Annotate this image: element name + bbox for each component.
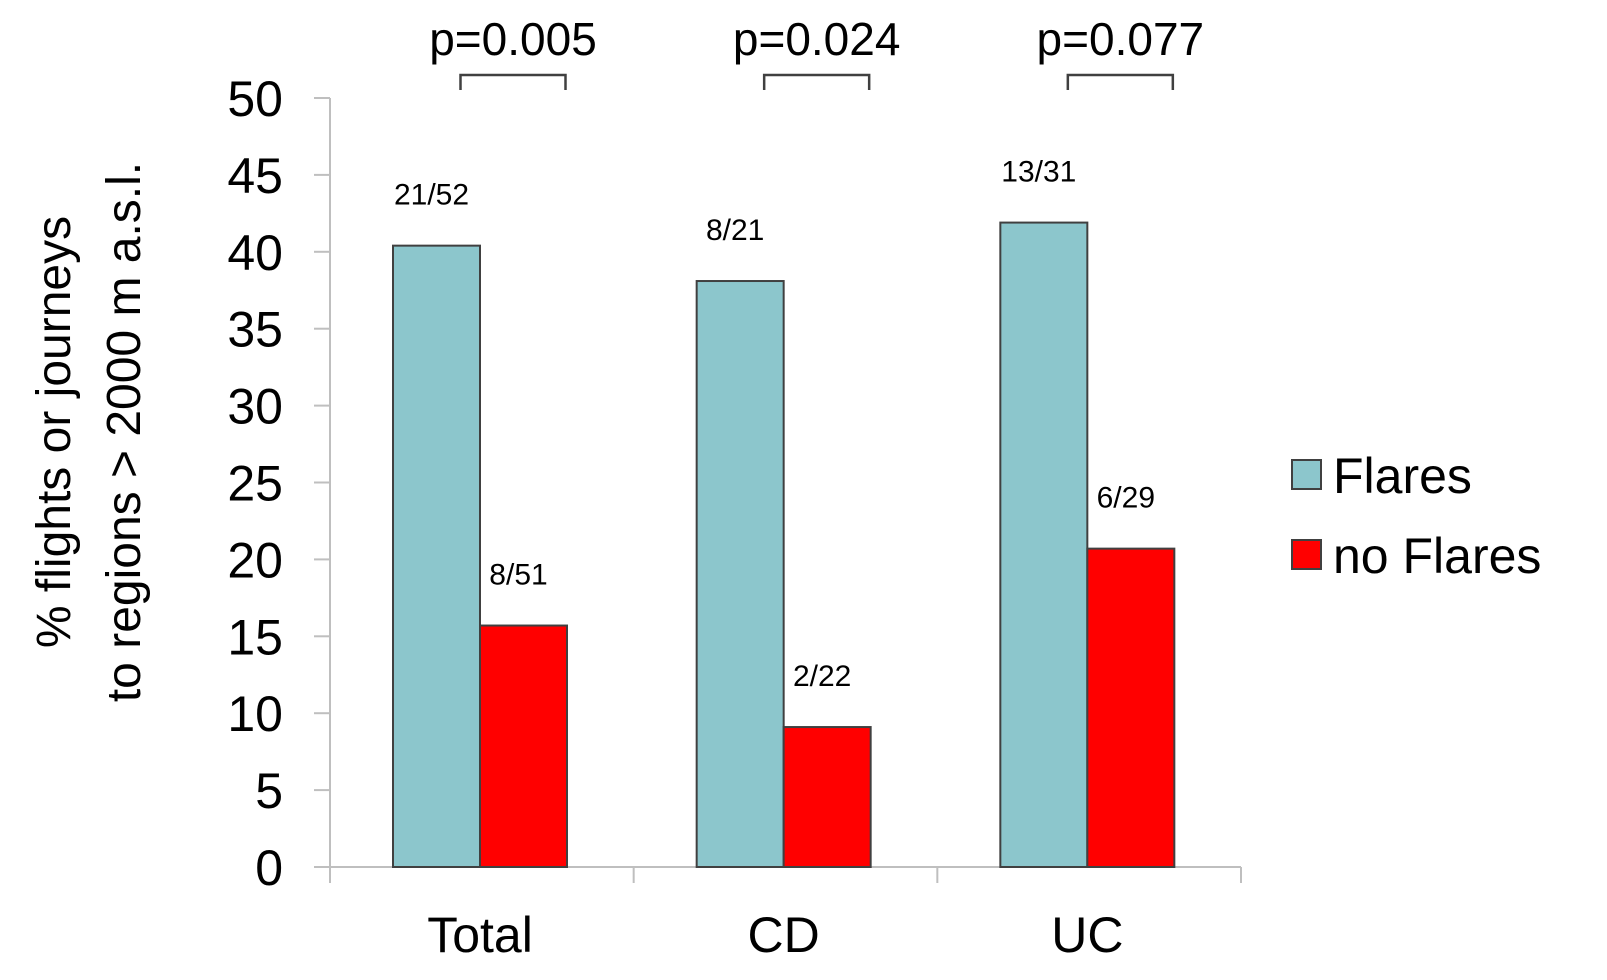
y-tick-label: 5 (255, 763, 283, 819)
x-tick-label: CD (748, 907, 820, 963)
y-tick-label: 35 (227, 302, 283, 358)
y-tick-label: 10 (227, 686, 283, 742)
significance-brackets: p=0.005 p=0.024 p=0.077 (429, 13, 1204, 90)
y-axis-label-line-1: % flights or journeys (28, 216, 81, 648)
x-tick-label: Total (427, 907, 533, 963)
data-label: 21/52 (394, 179, 469, 212)
y-tick-label: 45 (227, 148, 283, 204)
bar-flares (695, 280, 785, 869)
significance-bracket (459, 73, 567, 90)
y-tick-label: 40 (227, 225, 283, 281)
y-tick-label: 15 (227, 609, 283, 665)
legend-label: Flares (1333, 448, 1472, 504)
bars (392, 221, 1176, 869)
legend-swatch-flares (1291, 459, 1322, 490)
y-axis-label-line-2: to regions > 2000 m a.s.l. (98, 162, 151, 702)
x-tick-label: UC (1051, 907, 1123, 963)
axes: 0 5 10 15 20 25 30 35 40 45 50 Total CD UC (227, 71, 1242, 963)
p-value-label: p=0.024 (733, 13, 901, 65)
bar-flares (392, 244, 481, 868)
significance-bracket (1066, 73, 1175, 90)
data-label: 6/29 (1097, 482, 1155, 515)
p-value-label: p=0.077 (1037, 13, 1205, 65)
significance-bracket (762, 73, 871, 90)
bar-no-flares (479, 624, 568, 868)
legend: Flares no Flares (1291, 448, 1541, 584)
bar-no-flares (782, 726, 872, 868)
y-tick-label: 25 (227, 456, 283, 512)
legend-label: no Flares (1333, 528, 1541, 584)
y-tick-label: 20 (227, 532, 283, 588)
bar-flares (999, 221, 1089, 868)
p-value-label: p=0.005 (429, 13, 597, 65)
y-axis-label: % flights or journeys to regions > 2000 … (28, 162, 151, 702)
data-label: 8/51 (489, 559, 547, 592)
data-label: 13/31 (1001, 156, 1076, 189)
data-labels: 21/52 8/51 8/21 2/22 13/31 6/29 (394, 156, 1155, 693)
data-label: 8/21 (706, 214, 764, 247)
y-tick-label: 30 (227, 379, 283, 435)
legend-swatch-no-flares (1291, 539, 1322, 570)
bar-no-flares (1086, 547, 1176, 868)
y-tick-label: 0 (255, 840, 283, 896)
data-label: 2/22 (793, 660, 851, 693)
y-tick-label: 50 (227, 71, 283, 127)
